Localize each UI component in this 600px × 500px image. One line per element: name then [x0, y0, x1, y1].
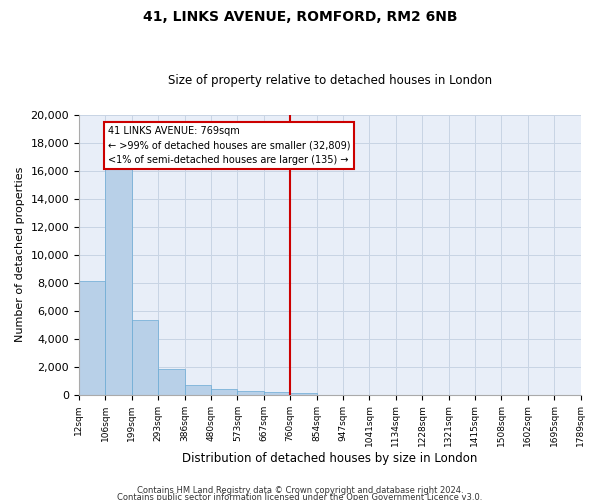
X-axis label: Distribution of detached houses by size in London: Distribution of detached houses by size …: [182, 452, 478, 465]
Bar: [264, 392, 290, 394]
Text: 41 LINKS AVENUE: 769sqm
← >99% of detached houses are smaller (32,809)
<1% of se: 41 LINKS AVENUE: 769sqm ← >99% of detach…: [108, 126, 350, 166]
Bar: [106, 164, 132, 394]
Bar: [238, 391, 264, 394]
Text: Contains public sector information licensed under the Open Government Licence v3: Contains public sector information licen…: [118, 494, 482, 500]
Bar: [158, 368, 185, 394]
Bar: [79, 281, 106, 394]
Title: Size of property relative to detached houses in London: Size of property relative to detached ho…: [167, 74, 492, 87]
Bar: [185, 385, 211, 394]
Bar: [132, 320, 158, 394]
Text: Contains HM Land Registry data © Crown copyright and database right 2024.: Contains HM Land Registry data © Crown c…: [137, 486, 463, 495]
Y-axis label: Number of detached properties: Number of detached properties: [15, 167, 25, 342]
Text: 41, LINKS AVENUE, ROMFORD, RM2 6NB: 41, LINKS AVENUE, ROMFORD, RM2 6NB: [143, 10, 457, 24]
Bar: [211, 390, 238, 394]
